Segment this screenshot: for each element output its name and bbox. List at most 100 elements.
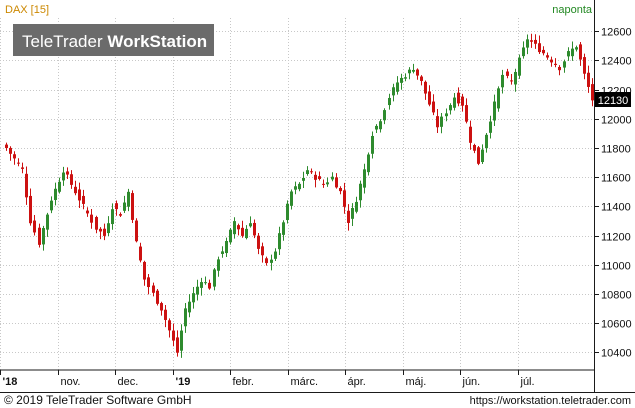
candle-body	[563, 61, 566, 68]
candle	[453, 92, 456, 111]
candle-body	[99, 228, 102, 232]
candle-body	[249, 223, 252, 227]
candle-body	[261, 246, 264, 256]
candle	[261, 242, 264, 263]
candle	[274, 248, 277, 262]
candle-body	[424, 81, 427, 94]
candle	[74, 180, 77, 196]
candle	[180, 324, 183, 358]
candle	[583, 53, 586, 80]
candle	[172, 323, 175, 347]
candle-body	[579, 44, 582, 60]
candle-body	[306, 170, 309, 175]
candle	[9, 146, 12, 161]
candle	[497, 86, 500, 112]
candle	[554, 58, 557, 68]
candle-body	[302, 177, 305, 181]
candle-body	[534, 39, 537, 44]
footer-url[interactable]: https://workstation.teletrader.com	[470, 395, 631, 407]
candle-body	[477, 147, 480, 164]
candle-body	[66, 171, 69, 175]
candle-body	[298, 183, 301, 190]
candle	[558, 65, 561, 76]
candle	[420, 75, 423, 86]
candle-body	[583, 57, 586, 74]
y-tick-label: 11600	[601, 173, 631, 185]
candle	[314, 171, 317, 188]
candle-body	[147, 277, 150, 288]
candle-body	[335, 177, 338, 188]
candle	[343, 182, 346, 214]
candle	[579, 41, 582, 66]
candle-body	[481, 149, 484, 163]
candle-body	[571, 48, 574, 57]
candle	[115, 200, 118, 216]
watermark: TeleTrader WorkStation	[13, 24, 214, 56]
candle	[392, 83, 395, 102]
candle-body	[225, 241, 228, 254]
candle-body	[465, 105, 468, 122]
x-tick-label: márc.	[291, 376, 319, 388]
candle	[66, 167, 69, 179]
candle	[587, 65, 590, 93]
candle-body	[392, 87, 395, 96]
last-price-box	[595, 92, 631, 107]
candle	[286, 200, 289, 224]
candle-body	[526, 39, 529, 48]
candle	[82, 189, 85, 210]
x-tick-label: júl.	[520, 376, 535, 388]
candle-body	[9, 147, 12, 154]
candle	[477, 146, 480, 166]
y-tick-label: 10400	[601, 348, 632, 360]
footer-copyright: © 2019 TeleTrader Software GmbH	[4, 393, 192, 407]
candle-body	[213, 269, 216, 287]
candlestick-series	[5, 33, 594, 358]
candle	[563, 59, 566, 73]
candle	[538, 35, 541, 54]
candle-body	[375, 125, 378, 130]
candle-body	[461, 96, 464, 106]
svg-text:TeleTrader WorkStation: TeleTrader WorkStation	[22, 32, 207, 51]
candle-body	[270, 259, 273, 263]
candle	[542, 46, 545, 56]
candle-body	[196, 286, 199, 295]
candle-body	[115, 203, 118, 210]
candle	[388, 93, 391, 110]
candle	[485, 133, 488, 153]
candle	[359, 180, 362, 208]
candle-body	[506, 71, 509, 76]
candle	[164, 305, 167, 328]
candle	[302, 171, 305, 189]
candle	[196, 279, 199, 301]
candle-body	[314, 174, 317, 180]
candle	[221, 246, 224, 258]
candle-body	[428, 91, 431, 105]
candle	[445, 108, 448, 122]
candle-body	[265, 258, 268, 264]
candle-body	[546, 55, 549, 58]
candle	[204, 276, 207, 285]
candle	[184, 303, 187, 333]
candle	[90, 208, 93, 229]
candle	[469, 120, 472, 150]
candle-body	[310, 171, 313, 173]
y-tick-label: 12600	[601, 27, 632, 39]
candle	[237, 223, 240, 236]
candle-body	[200, 282, 203, 288]
candle	[86, 207, 89, 217]
candle	[530, 33, 533, 48]
candle-body	[473, 145, 476, 151]
candle-body	[497, 88, 500, 109]
candle-body	[408, 69, 411, 74]
candle-body	[286, 203, 289, 221]
candle-body	[453, 97, 456, 108]
y-tick-label: 12400	[601, 56, 632, 68]
candle-body	[164, 309, 167, 320]
instrument-label: DAX [15]	[5, 4, 49, 16]
candle	[567, 47, 570, 61]
candle-body	[25, 173, 28, 198]
candle-body	[95, 217, 98, 230]
candle	[29, 188, 32, 226]
